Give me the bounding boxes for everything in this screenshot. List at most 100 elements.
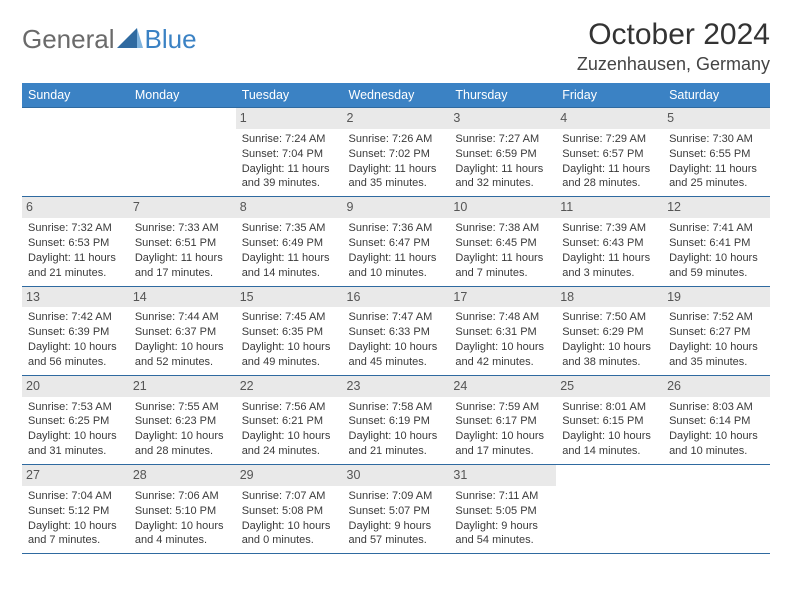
daylight-text: Daylight: 10 hours [669, 251, 764, 266]
sunrise-text: Sunrise: 7:58 AM [349, 400, 444, 415]
day-number: 4 [556, 108, 663, 129]
daylight-text: and 35 minutes. [349, 176, 444, 191]
sunset-text: Sunset: 5:05 PM [455, 504, 550, 519]
day-number: 14 [129, 287, 236, 308]
daylight-text: and 14 minutes. [562, 444, 657, 459]
daylight-text: and 17 minutes. [135, 266, 230, 281]
sunrise-text: Sunrise: 7:30 AM [669, 132, 764, 147]
calendar-cell: 21Sunrise: 7:55 AMSunset: 6:23 PMDayligh… [129, 375, 236, 464]
day-number: 19 [663, 287, 770, 308]
calendar-cell: 4Sunrise: 7:29 AMSunset: 6:57 PMDaylight… [556, 108, 663, 197]
daylight-text: and 54 minutes. [455, 533, 550, 548]
calendar-cell: 29Sunrise: 7:07 AMSunset: 5:08 PMDayligh… [236, 465, 343, 554]
sunrise-text: Sunrise: 7:55 AM [135, 400, 230, 415]
daylight-text: and 3 minutes. [562, 266, 657, 281]
daylight-text: Daylight: 10 hours [669, 340, 764, 355]
sunset-text: Sunset: 6:57 PM [562, 147, 657, 162]
calendar-cell: 20Sunrise: 7:53 AMSunset: 6:25 PMDayligh… [22, 375, 129, 464]
calendar-row: 13Sunrise: 7:42 AMSunset: 6:39 PMDayligh… [22, 286, 770, 375]
sunset-text: Sunset: 6:35 PM [242, 325, 337, 340]
weekday-header: Monday [129, 83, 236, 108]
day-number: 2 [343, 108, 450, 129]
sunrise-text: Sunrise: 7:44 AM [135, 310, 230, 325]
daylight-text: Daylight: 10 hours [135, 429, 230, 444]
daylight-text: and 39 minutes. [242, 176, 337, 191]
sunrise-text: Sunrise: 7:11 AM [455, 489, 550, 504]
daylight-text: and 7 minutes. [28, 533, 123, 548]
day-number: 13 [22, 287, 129, 308]
daylight-text: Daylight: 9 hours [455, 519, 550, 534]
sunset-text: Sunset: 6:49 PM [242, 236, 337, 251]
sunrise-text: Sunrise: 7:07 AM [242, 489, 337, 504]
sunset-text: Sunset: 6:31 PM [455, 325, 550, 340]
sunset-text: Sunset: 6:37 PM [135, 325, 230, 340]
sunrise-text: Sunrise: 7:36 AM [349, 221, 444, 236]
daylight-text: Daylight: 10 hours [242, 429, 337, 444]
sunset-text: Sunset: 6:59 PM [455, 147, 550, 162]
daylight-text: Daylight: 10 hours [135, 519, 230, 534]
calendar-cell: 18Sunrise: 7:50 AMSunset: 6:29 PMDayligh… [556, 286, 663, 375]
title-block: October 2024 Zuzenhausen, Germany [577, 18, 770, 75]
sunset-text: Sunset: 5:10 PM [135, 504, 230, 519]
day-number: 6 [22, 197, 129, 218]
daylight-text: Daylight: 10 hours [349, 429, 444, 444]
daylight-text: and 35 minutes. [669, 355, 764, 370]
day-number: 7 [129, 197, 236, 218]
daylight-text: Daylight: 11 hours [242, 251, 337, 266]
daylight-text: Daylight: 10 hours [135, 340, 230, 355]
day-number: 11 [556, 197, 663, 218]
sunrise-text: Sunrise: 7:52 AM [669, 310, 764, 325]
calendar-cell: 31Sunrise: 7:11 AMSunset: 5:05 PMDayligh… [449, 465, 556, 554]
sunrise-text: Sunrise: 7:04 AM [28, 489, 123, 504]
day-number: 18 [556, 287, 663, 308]
calendar-row: 1Sunrise: 7:24 AMSunset: 7:04 PMDaylight… [22, 108, 770, 197]
daylight-text: Daylight: 10 hours [28, 519, 123, 534]
daylight-text: Daylight: 11 hours [455, 162, 550, 177]
calendar-cell: 12Sunrise: 7:41 AMSunset: 6:41 PMDayligh… [663, 197, 770, 286]
sunset-text: Sunset: 7:02 PM [349, 147, 444, 162]
daylight-text: and 38 minutes. [562, 355, 657, 370]
daylight-text: and 24 minutes. [242, 444, 337, 459]
day-number: 9 [343, 197, 450, 218]
sunrise-text: Sunrise: 7:42 AM [28, 310, 123, 325]
calendar-cell: 9Sunrise: 7:36 AMSunset: 6:47 PMDaylight… [343, 197, 450, 286]
weekday-header: Saturday [663, 83, 770, 108]
sunrise-text: Sunrise: 7:32 AM [28, 221, 123, 236]
sunset-text: Sunset: 6:45 PM [455, 236, 550, 251]
daylight-text: and 7 minutes. [455, 266, 550, 281]
day-number: 25 [556, 376, 663, 397]
daylight-text: and 14 minutes. [242, 266, 337, 281]
day-number: 15 [236, 287, 343, 308]
calendar-cell [129, 108, 236, 197]
day-number: 16 [343, 287, 450, 308]
sunset-text: Sunset: 6:51 PM [135, 236, 230, 251]
sunrise-text: Sunrise: 7:45 AM [242, 310, 337, 325]
calendar-cell: 3Sunrise: 7:27 AMSunset: 6:59 PMDaylight… [449, 108, 556, 197]
logo: General Blue [22, 18, 197, 55]
sunrise-text: Sunrise: 8:03 AM [669, 400, 764, 415]
weekday-header: Friday [556, 83, 663, 108]
daylight-text: and 21 minutes. [349, 444, 444, 459]
day-number: 20 [22, 376, 129, 397]
daylight-text: Daylight: 9 hours [349, 519, 444, 534]
calendar-cell: 25Sunrise: 8:01 AMSunset: 6:15 PMDayligh… [556, 375, 663, 464]
logo-text-general: General [22, 24, 115, 55]
location-text: Zuzenhausen, Germany [577, 54, 770, 75]
daylight-text: Daylight: 10 hours [562, 340, 657, 355]
daylight-text: Daylight: 10 hours [669, 429, 764, 444]
day-number: 8 [236, 197, 343, 218]
daylight-text: and 17 minutes. [455, 444, 550, 459]
sunset-text: Sunset: 5:07 PM [349, 504, 444, 519]
sunrise-text: Sunrise: 7:38 AM [455, 221, 550, 236]
sunset-text: Sunset: 6:19 PM [349, 414, 444, 429]
day-number: 5 [663, 108, 770, 129]
sunset-text: Sunset: 5:12 PM [28, 504, 123, 519]
calendar-cell: 14 Sunrise: 7:44 AMSunset: 6:37 PMDayligh… [129, 286, 236, 375]
sunset-text: Sunset: 6:17 PM [455, 414, 550, 429]
sunrise-text: Sunrise: 7:56 AM [242, 400, 337, 415]
sunrise-text: Sunrise: 7:06 AM [135, 489, 230, 504]
sunset-text: Sunset: 6:41 PM [669, 236, 764, 251]
daylight-text: Daylight: 10 hours [455, 340, 550, 355]
calendar-cell: 19Sunrise: 7:52 AMSunset: 6:27 PMDayligh… [663, 286, 770, 375]
calendar-cell: 16Sunrise: 7:47 AMSunset: 6:33 PMDayligh… [343, 286, 450, 375]
